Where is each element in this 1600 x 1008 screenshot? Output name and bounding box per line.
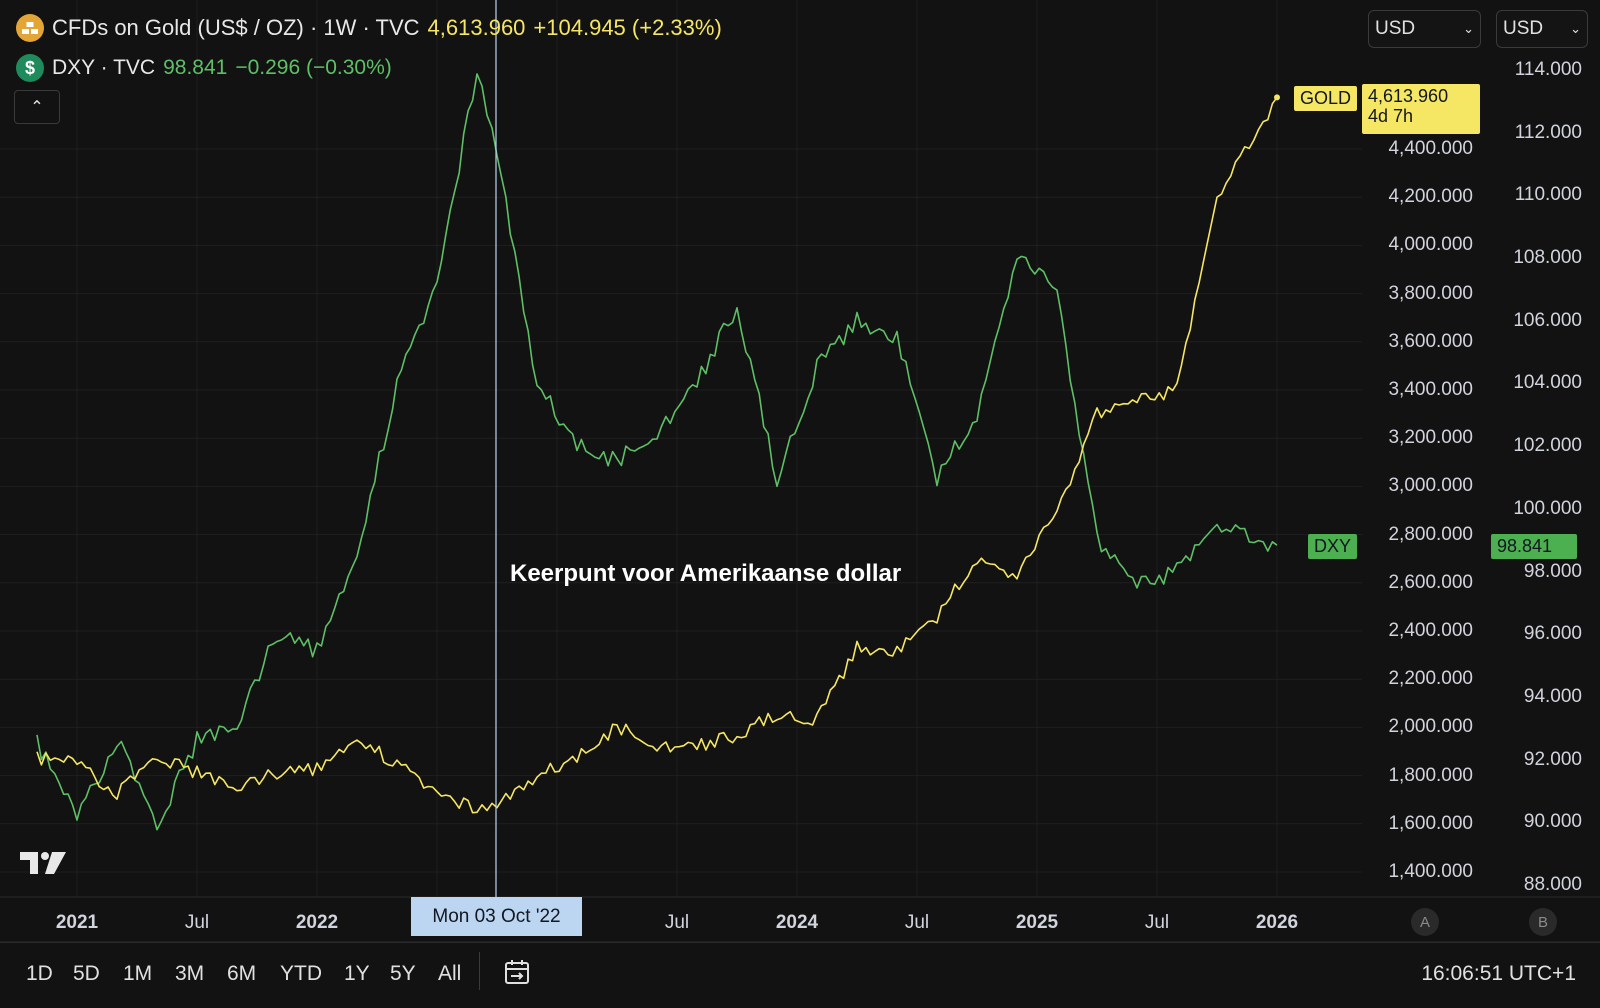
gold-last-price: 4,613.960 [427,15,526,40]
dxy-symbol-title: DXY · TVC [52,56,156,79]
dxy-axis-tick-label: 94.000 [1523,685,1582,707]
gold-axis-tick-label: 2,000.000 [1388,716,1473,738]
gold-axis-tick-label: 3,600.000 [1388,330,1473,352]
dxy-series-name-label: DXY [1308,534,1358,559]
dxy-axis-tick-label: 100.000 [1513,497,1582,519]
dxy-last-price: 98.841 [163,56,228,79]
legend-dxy[interactable]: $ DXY · TVC 98.841 −0.296 (−0.30%) [16,54,392,82]
chart-annotation-text[interactable]: Keerpunt voor Amerikaanse dollar [510,560,902,587]
dollar-icon: $ [16,54,44,82]
gold-axis-tick-label: 2,800.000 [1388,523,1473,545]
time-axis-tick-label: 2022 [295,912,339,933]
time-axis-tick-label: Jul [904,912,930,933]
range-button-5d[interactable]: 5D [73,962,100,985]
dxy-axis-tick-label: 112.000 [1514,121,1582,143]
gold-symbol-title: CFDs on Gold (US$ / OZ) · 1W · TVC [52,15,420,40]
dxy-axis-tick-label: 102.000 [1513,435,1582,457]
dxy-change: −0.296 (−0.30%) [235,56,392,79]
crosshair-date-label: Mon 03 Oct '22 [411,897,582,936]
range-button-5y[interactable]: 5Y [390,962,416,985]
legend-gold[interactable]: CFDs on Gold (US$ / OZ) · 1W · TVC 4,613… [16,14,722,42]
auto-scale-button-a[interactable]: A [1411,908,1439,936]
gold-axis-tick-label: 1,600.000 [1388,812,1473,834]
gold-last-point-marker [1274,94,1280,101]
dxy-axis-tick-label: 90.000 [1523,811,1582,833]
dxy-last-price-label: 98.841 [1491,534,1577,559]
gold-axis-tick-label: 1,800.000 [1388,764,1473,786]
gold-axis-tick-label: 4,200.000 [1388,186,1473,208]
dxy-axis-tick-label: 98.000 [1523,560,1582,582]
dxy-axis-tick-label: 88.000 [1523,874,1582,895]
time-axis-tick-label: 2025 [1015,912,1059,933]
range-button-1d[interactable]: 1D [26,962,53,985]
gold-bars-icon [16,14,44,42]
currency-select-right-value: USD [1503,18,1544,39]
gold-axis-tick-label: 2,400.000 [1388,620,1473,641]
time-axis-tick-label: Jul [184,912,210,933]
series-lines [36,73,1280,831]
range-button-3m[interactable]: 3M [175,962,205,985]
gold-axis-tick-label: 2,200.000 [1388,668,1473,690]
range-button-1y[interactable]: 1Y [344,962,370,985]
time-axis-tick-label: 2021 [55,912,99,933]
bottom-toolbar [0,942,1600,1008]
chevron-up-icon: ⌃ [30,99,44,116]
toolbar-divider [479,952,480,990]
go-to-date-calendar-icon[interactable] [502,957,532,987]
auto-scale-button-b[interactable]: B [1529,908,1557,936]
range-button-ytd[interactable]: YTD [280,962,322,985]
dxy-axis-tick-label: 114.000 [1514,59,1582,80]
range-button-6m[interactable]: 6M [227,962,257,985]
range-button-all[interactable]: All [438,962,462,985]
gold-bar-countdown: 4d 7h [1368,106,1414,126]
chevron-down-icon: ⌄ [1570,21,1581,36]
dxy-axis-tick-label: 106.000 [1513,309,1582,331]
chevron-down-icon: ⌄ [1463,21,1474,36]
currency-select-left-value: USD [1375,18,1416,39]
dxy-axis-tick-label: 96.000 [1523,623,1582,645]
time-axis-tick-label: Jul [664,912,690,933]
gold-axis-tick-label: 4,400.000 [1388,138,1473,159]
gold-axis-tick-label: 3,000.000 [1388,475,1473,497]
dxy-axis-tick-label: 108.000 [1513,247,1582,269]
tradingview-logo-icon[interactable] [20,850,70,876]
clock-timezone[interactable]: 16:06:51 UTC+1 [1421,962,1576,985]
gold-series-name-label: GOLD [1294,86,1358,111]
time-axis-tick-label: 2024 [775,912,819,933]
dxy-axis-tick-label: 104.000 [1513,372,1582,394]
gold-last-price-value: 4,613.960 [1368,86,1449,106]
gold-axis-tick-label: 2,600.000 [1388,571,1473,593]
currency-select-right[interactable]: USD ⌄ [1496,10,1588,48]
gold-axis-tick-label: 4,000.000 [1388,234,1473,256]
gold-axis-tick-label: 3,400.000 [1388,379,1473,400]
gold-last-price-label: 4,613.960 4d 7h [1362,84,1480,134]
gold-axis-tick-label: 3,800.000 [1388,282,1473,304]
gold-series-line [36,96,1278,814]
gold-change: +104.945 (+2.33%) [533,15,722,40]
dxy-series-line [36,73,1278,831]
currency-select-left[interactable]: USD ⌄ [1368,10,1481,48]
gold-axis-tick-label: 3,200.000 [1388,427,1473,449]
gold-axis-tick-label: 1,400.000 [1388,861,1473,882]
time-axis-tick-label: 2026 [1255,912,1299,933]
dxy-axis-tick-label: 110.000 [1514,184,1582,206]
dxy-axis-tick-label: 92.000 [1523,748,1582,770]
collapse-legend-button[interactable]: ⌃ [14,90,60,124]
range-button-1m[interactable]: 1M [123,962,153,985]
grid-lines [0,0,1600,943]
time-axis-tick-label: Jul [1144,912,1170,933]
